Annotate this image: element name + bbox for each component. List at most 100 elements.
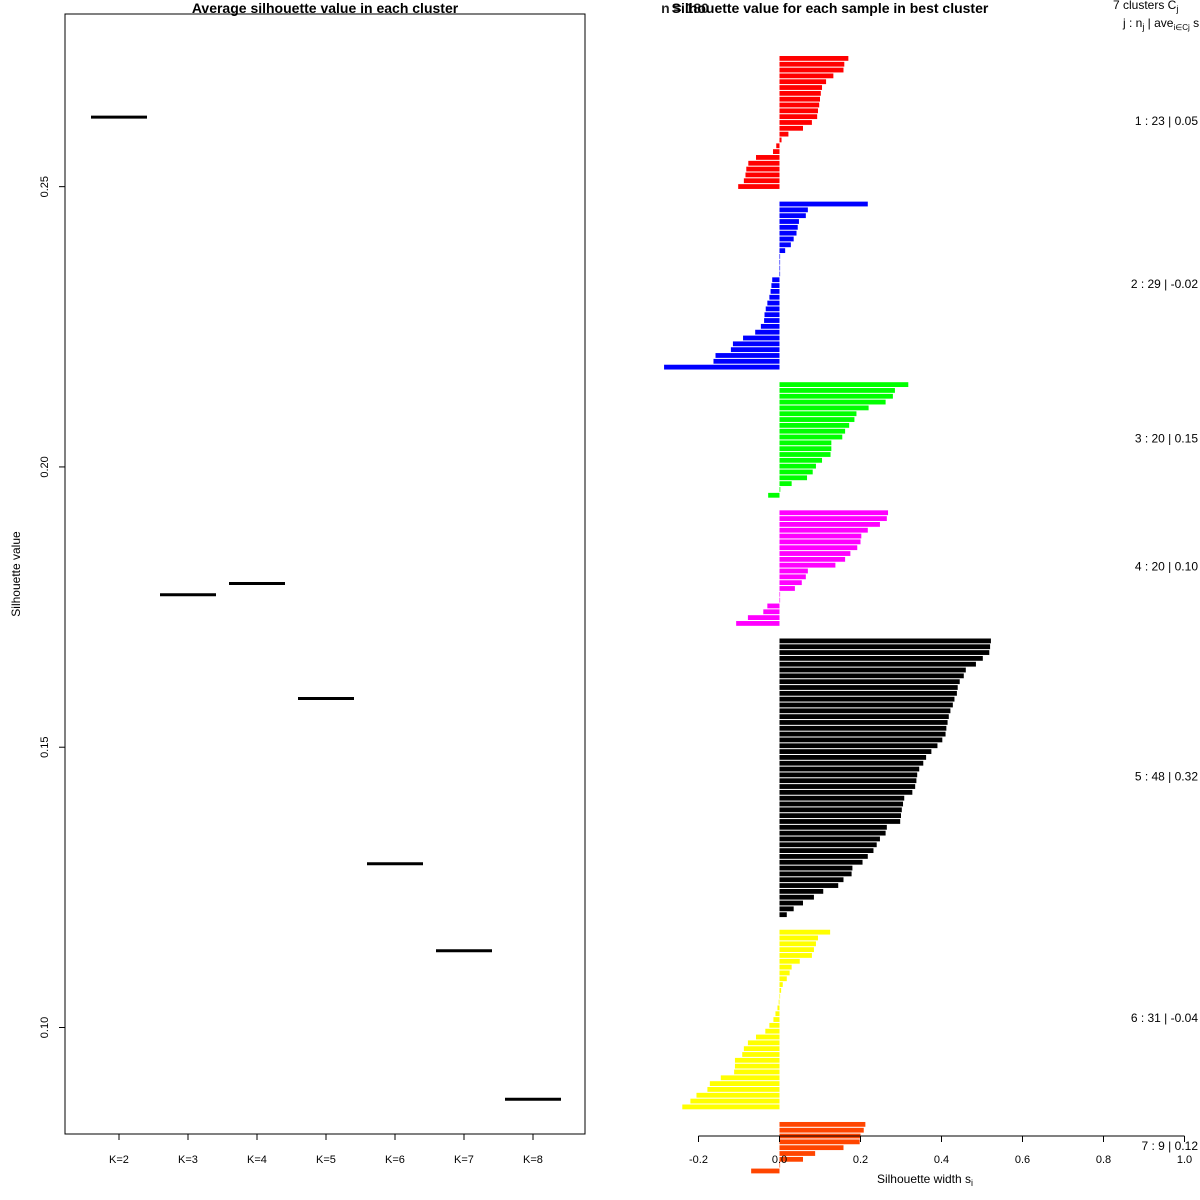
silhouette-bar (779, 819, 901, 824)
right-x-axis: -0.2 0.0 0.2 0.4 0.6 0.8 1.0 (689, 1135, 1192, 1166)
left-panel: Average silhouette value in each cluster… (9, 0, 586, 1166)
silhouette-bar (779, 265, 781, 271)
left-y-tick-label: 0.10 (39, 1017, 51, 1038)
silhouette-bar (779, 510, 889, 516)
silhouette-bar (682, 1104, 780, 1110)
silhouette-bar (779, 522, 880, 527)
left-y-axis: 0.10 0.15 0.20 0.25 (39, 176, 65, 1038)
left-x-tick-label: K=2 (109, 1154, 129, 1166)
silhouette-bar (779, 1121, 866, 1127)
silhouette-bar (779, 399, 886, 405)
silhouette-bar (775, 1011, 780, 1017)
silhouette-bar (769, 1022, 780, 1028)
left-y-tick-label: 0.25 (39, 176, 51, 197)
silhouette-bar (779, 213, 806, 219)
silhouette-bar (713, 358, 780, 364)
silhouette-bar (779, 772, 918, 778)
silhouette-bar (779, 1151, 816, 1156)
silhouette-bar (779, 690, 957, 696)
silhouette-bar (742, 1052, 780, 1057)
silhouette-bar (779, 935, 818, 941)
silhouette-bar (779, 102, 820, 108)
silhouette-bar (779, 108, 818, 114)
silhouette-bar (779, 859, 863, 865)
silhouette-bar (779, 562, 836, 568)
silhouette-bar (779, 428, 846, 434)
silhouette-bar (779, 655, 983, 661)
silhouette-bar (771, 283, 780, 288)
silhouette-bar (779, 440, 832, 446)
left-x-axis: K=2 K=3 K=4 K=5 K=6 K=7 K=8 (109, 1134, 543, 1166)
silhouette-bar (779, 551, 851, 556)
silhouette-bar (779, 679, 960, 685)
silhouette-bar (779, 137, 782, 143)
silhouette-bar (755, 329, 780, 335)
silhouette-bar (751, 1168, 780, 1174)
silhouette-bar (770, 289, 780, 294)
silhouette-bar (779, 120, 812, 125)
silhouette-bar (778, 999, 780, 1005)
silhouette-bar (696, 1092, 780, 1098)
silhouette-bar (779, 725, 947, 731)
silhouette-bar (779, 556, 846, 562)
left-y-axis-label: Silhouette value (9, 531, 23, 617)
silhouette-bar (748, 160, 780, 166)
silhouette-bar (779, 61, 845, 67)
silhouette-bar (779, 219, 799, 224)
silhouette-bar (779, 487, 781, 492)
silhouette-bar (779, 871, 852, 877)
silhouette-bar (779, 708, 951, 714)
right-x-tick-label: 0.8 (1096, 1154, 1111, 1166)
silhouette-bar (779, 457, 823, 463)
silhouette-bar (779, 586, 795, 591)
silhouette-bar (779, 1139, 860, 1145)
silhouette-bar (779, 988, 782, 993)
silhouette-bar (779, 912, 787, 918)
silhouette-bar (738, 184, 780, 189)
silhouette-bar (779, 755, 927, 760)
silhouette-bar (779, 259, 781, 265)
silhouette-bar (779, 481, 792, 487)
silhouette-bar (779, 568, 808, 574)
cluster-label-4: 4 : 20 | 0.10 (1135, 560, 1198, 574)
silhouette-bar (779, 673, 964, 679)
silhouette-bar (779, 475, 808, 481)
silhouette-bar (779, 422, 850, 428)
silhouette-bar (715, 353, 780, 358)
silhouette-bar (765, 306, 780, 312)
right-cluster-labels: 1 : 23 | 0.05 2 : 29 | -0.02 3 : 20 | 0.15… (1131, 114, 1198, 1153)
right-chart-title: Silhouette value for each sample in best… (672, 0, 989, 16)
silhouette-bar (779, 824, 887, 830)
silhouette-bar (779, 388, 895, 393)
silhouette-bar (779, 597, 781, 603)
left-y-tick-label: 0.15 (39, 737, 51, 758)
silhouette-bar (736, 621, 780, 626)
silhouette-bar (779, 801, 904, 807)
silhouette-bar (779, 894, 814, 900)
silhouette-bar (773, 1017, 780, 1022)
silhouette-bar (779, 67, 844, 73)
silhouette-bar (779, 993, 781, 999)
silhouette-bar (765, 1028, 780, 1034)
silhouette-bar (779, 696, 955, 702)
silhouette-bar (779, 131, 789, 137)
silhouette-bar (779, 766, 920, 772)
silhouette-bar (779, 224, 798, 230)
silhouette-bar (773, 149, 780, 154)
silhouette-bar (779, 807, 902, 813)
silhouette-bar (730, 347, 780, 353)
silhouette-bar (779, 574, 806, 580)
silhouette-bar (779, 96, 820, 102)
silhouette-bar (779, 271, 781, 277)
silhouette-bar (779, 982, 783, 987)
silhouette-bar (747, 615, 780, 620)
left-x-tick-label: K=5 (316, 1154, 336, 1166)
silhouette-bar (779, 848, 874, 853)
silhouette-bar (764, 312, 780, 318)
silhouette-bar (779, 789, 913, 795)
silhouette-bar (779, 114, 818, 120)
silhouette-bar (768, 492, 780, 498)
silhouette-bar (779, 737, 943, 743)
silhouette-bar (734, 1057, 780, 1063)
